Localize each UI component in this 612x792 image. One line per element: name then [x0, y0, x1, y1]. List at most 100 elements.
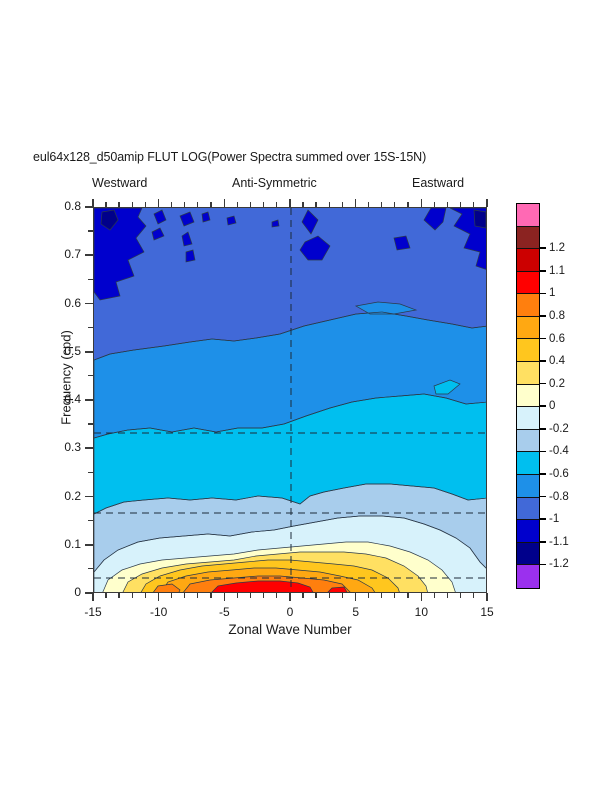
x-tick-top	[446, 202, 448, 207]
x-tick-top	[171, 202, 173, 207]
x-tick-top	[341, 202, 343, 207]
x-tick-minor	[446, 593, 448, 598]
y-tick-major	[85, 495, 93, 498]
x-tick-minor	[276, 593, 278, 598]
colorbar-tick	[540, 360, 546, 362]
y-tick-minor	[88, 423, 93, 425]
colorbar-tick	[540, 337, 546, 340]
x-tick-major	[420, 593, 423, 601]
y-tick-minor	[88, 326, 93, 328]
colorbar-tick	[540, 495, 546, 498]
colorbar-tick	[540, 405, 546, 408]
x-tick-top	[394, 202, 396, 207]
colorbar-tick-label: 1.1	[549, 264, 565, 277]
colorbar-band	[517, 474, 539, 498]
colorbar-band	[517, 407, 539, 430]
header-eastward: Eastward	[412, 176, 465, 190]
x-tick-minor	[302, 593, 304, 598]
x-tick-major	[354, 593, 357, 601]
x-tick-top	[407, 202, 409, 207]
colorbar-tick-label: -0.6	[549, 468, 569, 481]
y-tick-minor	[88, 471, 93, 473]
x-tick-minor	[210, 593, 212, 598]
colorbar-tick-label: 1	[549, 287, 556, 300]
colorbar-tick	[540, 247, 546, 249]
header-anti-symmetric: Anti-Symmetric	[232, 176, 317, 190]
x-tick-minor	[341, 593, 343, 598]
y-tick-minor	[88, 375, 93, 377]
colorbar-band	[517, 294, 539, 317]
colorbar-tick	[540, 269, 546, 272]
colorbar-band	[517, 384, 539, 408]
colorbar-tick-label: -1.1	[549, 535, 569, 548]
spectrum-plot-area: 3 days 6 days 30 days	[93, 207, 487, 593]
colorbar-tick-label: -0.8	[549, 490, 569, 503]
x-tick-minor	[197, 593, 199, 598]
y-tick-major	[85, 543, 93, 546]
y-tick-label: 0.7	[64, 247, 81, 262]
colorbar-band	[517, 339, 539, 363]
y-tick-label: 0.2	[64, 488, 81, 503]
x-tick-top	[486, 199, 488, 207]
x-tick-minor	[131, 593, 133, 598]
x-tick-top	[354, 199, 357, 207]
y-axis-title: Frequency (cpd)	[58, 330, 74, 425]
colorbar-band	[517, 271, 539, 295]
colorbar-tick-label: -0.4	[549, 445, 569, 458]
y-tick-minor	[88, 568, 93, 570]
colorbar-tick-label: -1.2	[549, 558, 569, 571]
x-tick-top	[459, 202, 462, 207]
x-tick-top	[315, 202, 317, 207]
colorbar-tick-label: 0	[549, 400, 556, 413]
x-tick-minor	[459, 593, 462, 598]
x-tick-major	[289, 593, 291, 601]
colorbar-tick	[540, 518, 546, 521]
y-tick-label: 0.8	[64, 199, 81, 213]
colorbar-tick	[540, 473, 546, 475]
x-tick-label: 0	[286, 605, 294, 619]
x-tick-top	[92, 199, 94, 207]
x-tick-top	[420, 199, 423, 207]
x-tick-minor	[262, 593, 265, 598]
x-tick-top	[184, 202, 186, 207]
colorbar-band	[517, 204, 539, 227]
colorbar-tick	[540, 315, 546, 317]
x-tick-top	[381, 202, 383, 207]
colorbar	[516, 203, 540, 589]
x-tick-top	[249, 202, 251, 207]
y-tick-major	[85, 302, 93, 305]
x-tick-top	[197, 202, 199, 207]
y-tick-major	[85, 206, 93, 208]
y-tick-label: 0.5	[64, 343, 81, 358]
x-tick-top	[210, 202, 212, 207]
y-tick-major	[85, 399, 93, 401]
colorbar-tick	[540, 382, 546, 385]
colorbar-band	[517, 452, 539, 475]
x-tick-label: 15	[480, 605, 494, 619]
y-tick-label: 0.3	[64, 440, 81, 455]
x-tick-label: -5	[218, 605, 230, 619]
x-tick-top	[328, 202, 330, 207]
x-tick-top	[118, 202, 120, 207]
colorbar-tick	[540, 541, 546, 543]
x-tick-minor	[144, 593, 146, 598]
contour-field	[94, 208, 486, 592]
header-westward: Westward	[92, 176, 148, 190]
colorbar-tick-label: -0.2	[549, 422, 569, 435]
y-tick-minor	[88, 278, 93, 280]
x-tick-top	[473, 202, 475, 207]
y-tick-major	[85, 350, 93, 353]
x-axis-title: Zonal Wave Number	[228, 622, 352, 637]
x-tick-minor	[328, 593, 330, 598]
x-tick-major	[157, 593, 160, 601]
x-tick-top	[368, 202, 370, 207]
x-tick-top	[433, 202, 435, 207]
colorbar-band	[517, 565, 539, 588]
y-tick-label: 0.6	[64, 295, 81, 310]
colorbar-band	[517, 497, 539, 521]
colorbar-tick	[540, 450, 546, 453]
x-tick-top	[276, 202, 278, 207]
colorbar-tick	[540, 428, 546, 430]
x-tick-minor	[433, 593, 435, 598]
